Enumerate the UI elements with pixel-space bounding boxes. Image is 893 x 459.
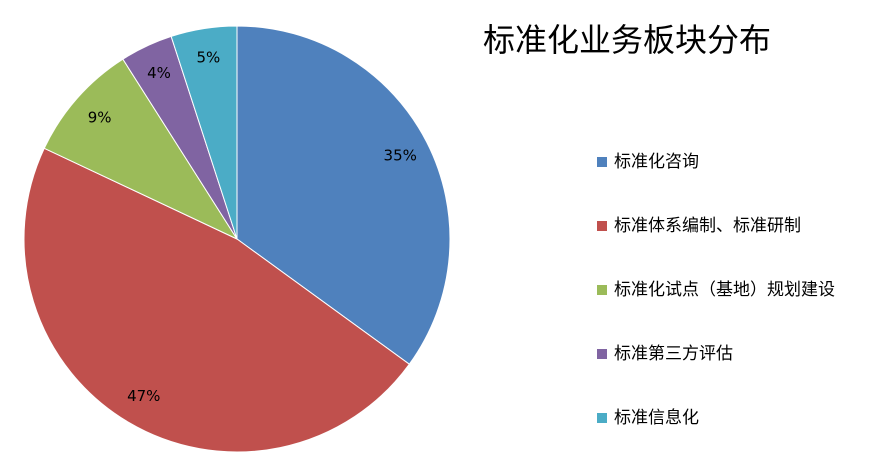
legend-swatch (597, 157, 607, 167)
data-label: 4% (147, 64, 171, 82)
data-label: 47% (127, 387, 160, 405)
legend-label: 标准化咨询 (614, 152, 699, 172)
legend-label: 标准第三方评估 (614, 344, 733, 364)
data-label: 35% (384, 146, 417, 164)
chart-title: 标准化业务板块分布 (483, 21, 771, 59)
legend-swatch (597, 413, 607, 423)
legend-label: 标准化试点（基地）规划建设 (614, 280, 835, 300)
legend-label: 标准信息化 (614, 408, 699, 428)
legend-swatch (597, 221, 607, 231)
pie-slice (43, 58, 239, 241)
pie-slice (236, 25, 451, 365)
pie-slice (170, 25, 238, 240)
data-label: 9% (88, 108, 112, 126)
legend-swatch (597, 349, 607, 359)
legend-swatch (597, 285, 607, 295)
legend-label: 标准体系编制、标准研制 (614, 216, 801, 236)
pie-slice (23, 147, 411, 453)
data-label: 5% (196, 49, 220, 67)
